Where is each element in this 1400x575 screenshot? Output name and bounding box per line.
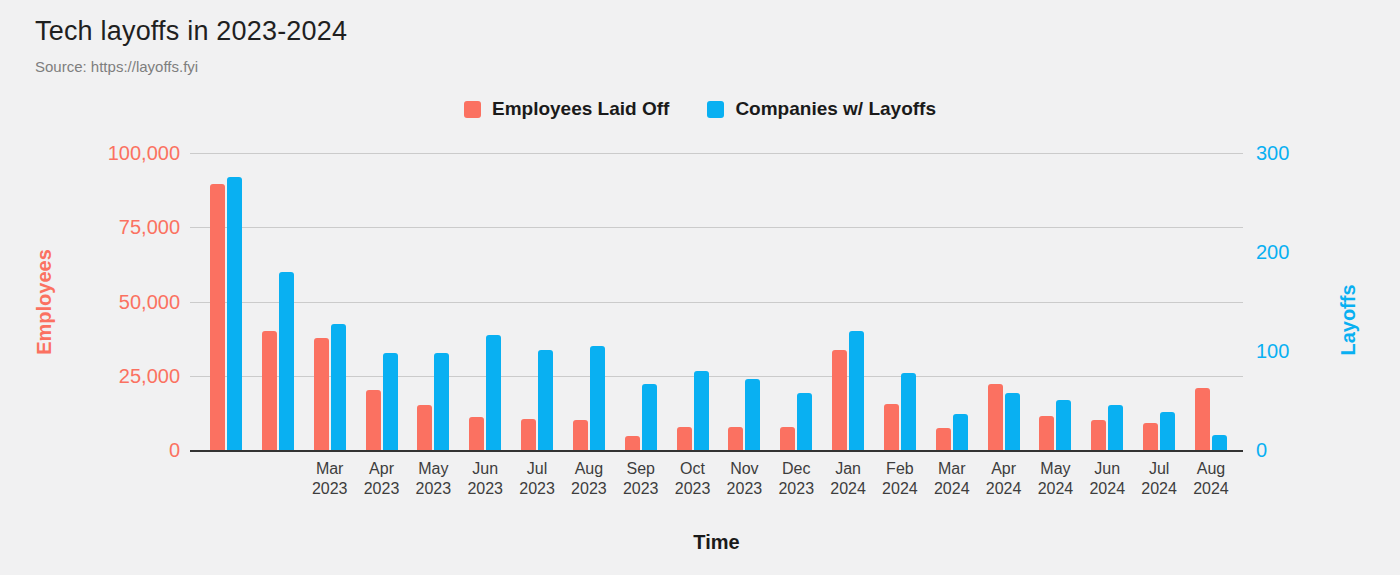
gridline <box>190 376 1243 377</box>
bar-companies-sep-2023[interactable] <box>642 384 657 450</box>
right-axis-tick-label: 300 <box>1256 141 1346 165</box>
gridline <box>190 302 1243 303</box>
chart-canvas: Tech layoffs in 2023-2024 Source: https:… <box>0 0 1400 575</box>
bar-companies-apr-2023[interactable] <box>383 353 398 450</box>
legend: Employees Laid Off Companies w/ Layoffs <box>0 98 1400 120</box>
legend-label-employees: Employees Laid Off <box>492 98 669 120</box>
bar-companies-dec-2023[interactable] <box>797 393 812 450</box>
bar-employees-aug-2023[interactable] <box>573 420 588 450</box>
bar-employees-apr-2024[interactable] <box>988 384 1003 450</box>
bar-employees-jun-2024[interactable] <box>1091 420 1106 450</box>
legend-item-companies[interactable]: Companies w/ Layoffs <box>707 98 936 120</box>
bar-employees-may-2023[interactable] <box>417 405 432 450</box>
bar-employees-mar-2024[interactable] <box>936 428 951 450</box>
bar-employees-may-2024[interactable] <box>1039 416 1054 450</box>
bar-companies-m0[interactable] <box>227 177 242 450</box>
chart-title: Tech layoffs in 2023-2024 <box>35 16 347 47</box>
left-axis-title: Employees <box>33 249 56 355</box>
left-axis-tick-label: 50,000 <box>38 290 180 314</box>
legend-label-companies: Companies w/ Layoffs <box>735 98 936 120</box>
bar-companies-aug-2024[interactable] <box>1212 435 1227 450</box>
bar-employees-m0[interactable] <box>210 184 225 450</box>
gridline <box>190 227 1243 228</box>
bar-employees-feb-2024[interactable] <box>884 404 899 450</box>
bar-employees-jul-2023[interactable] <box>521 419 536 450</box>
bar-employees-sep-2023[interactable] <box>625 436 640 450</box>
x-axis-line <box>190 450 1243 452</box>
right-axis-tick-label: 200 <box>1256 240 1346 264</box>
bar-companies-jun-2024[interactable] <box>1108 405 1123 450</box>
companies-swatch-icon <box>707 101 724 118</box>
bar-employees-oct-2023[interactable] <box>677 427 692 450</box>
left-axis-tick-label: 75,000 <box>38 215 180 239</box>
bar-companies-apr-2024[interactable] <box>1005 393 1020 450</box>
bar-employees-m1[interactable] <box>262 331 277 450</box>
bar-companies-jun-2023[interactable] <box>486 335 501 450</box>
bar-employees-aug-2024[interactable] <box>1195 388 1210 450</box>
right-axis-tick-label: 0 <box>1256 438 1346 462</box>
bar-companies-mar-2024[interactable] <box>953 414 968 450</box>
right-axis-title: Layoffs <box>1337 284 1360 355</box>
chart-source: Source: https://layoffs.fyi <box>35 58 198 75</box>
bar-companies-jul-2023[interactable] <box>538 350 553 450</box>
bar-employees-dec-2023[interactable] <box>780 427 795 450</box>
bar-employees-nov-2023[interactable] <box>728 427 743 450</box>
bar-companies-jan-2024[interactable] <box>849 331 864 450</box>
bar-employees-jul-2024[interactable] <box>1143 423 1158 450</box>
gridline <box>190 153 1243 154</box>
bar-companies-may-2023[interactable] <box>434 353 449 450</box>
left-axis-tick-label: 25,000 <box>38 364 180 388</box>
bar-companies-m1[interactable] <box>279 272 294 450</box>
bar-companies-jul-2024[interactable] <box>1160 412 1175 450</box>
bar-companies-mar-2023[interactable] <box>331 324 346 450</box>
bar-companies-aug-2023[interactable] <box>590 346 605 450</box>
bar-companies-nov-2023[interactable] <box>745 379 760 450</box>
x-axis-title: Time <box>190 531 1243 554</box>
left-axis-tick-label: 0 <box>38 438 180 462</box>
bar-companies-feb-2024[interactable] <box>901 373 916 450</box>
bar-employees-jan-2024[interactable] <box>832 350 847 450</box>
left-axis-tick-label: 100,000 <box>38 141 180 165</box>
right-axis-tick-label: 100 <box>1256 339 1346 363</box>
legend-item-employees[interactable]: Employees Laid Off <box>464 98 669 120</box>
bar-employees-jun-2023[interactable] <box>469 417 484 450</box>
bar-employees-mar-2023[interactable] <box>314 338 329 450</box>
employees-swatch-icon <box>464 101 481 118</box>
bar-employees-apr-2023[interactable] <box>366 390 381 450</box>
x-axis-tick-label: Aug 2024 <box>1180 459 1242 499</box>
bar-companies-oct-2023[interactable] <box>694 371 709 450</box>
bar-companies-may-2024[interactable] <box>1056 400 1071 450</box>
